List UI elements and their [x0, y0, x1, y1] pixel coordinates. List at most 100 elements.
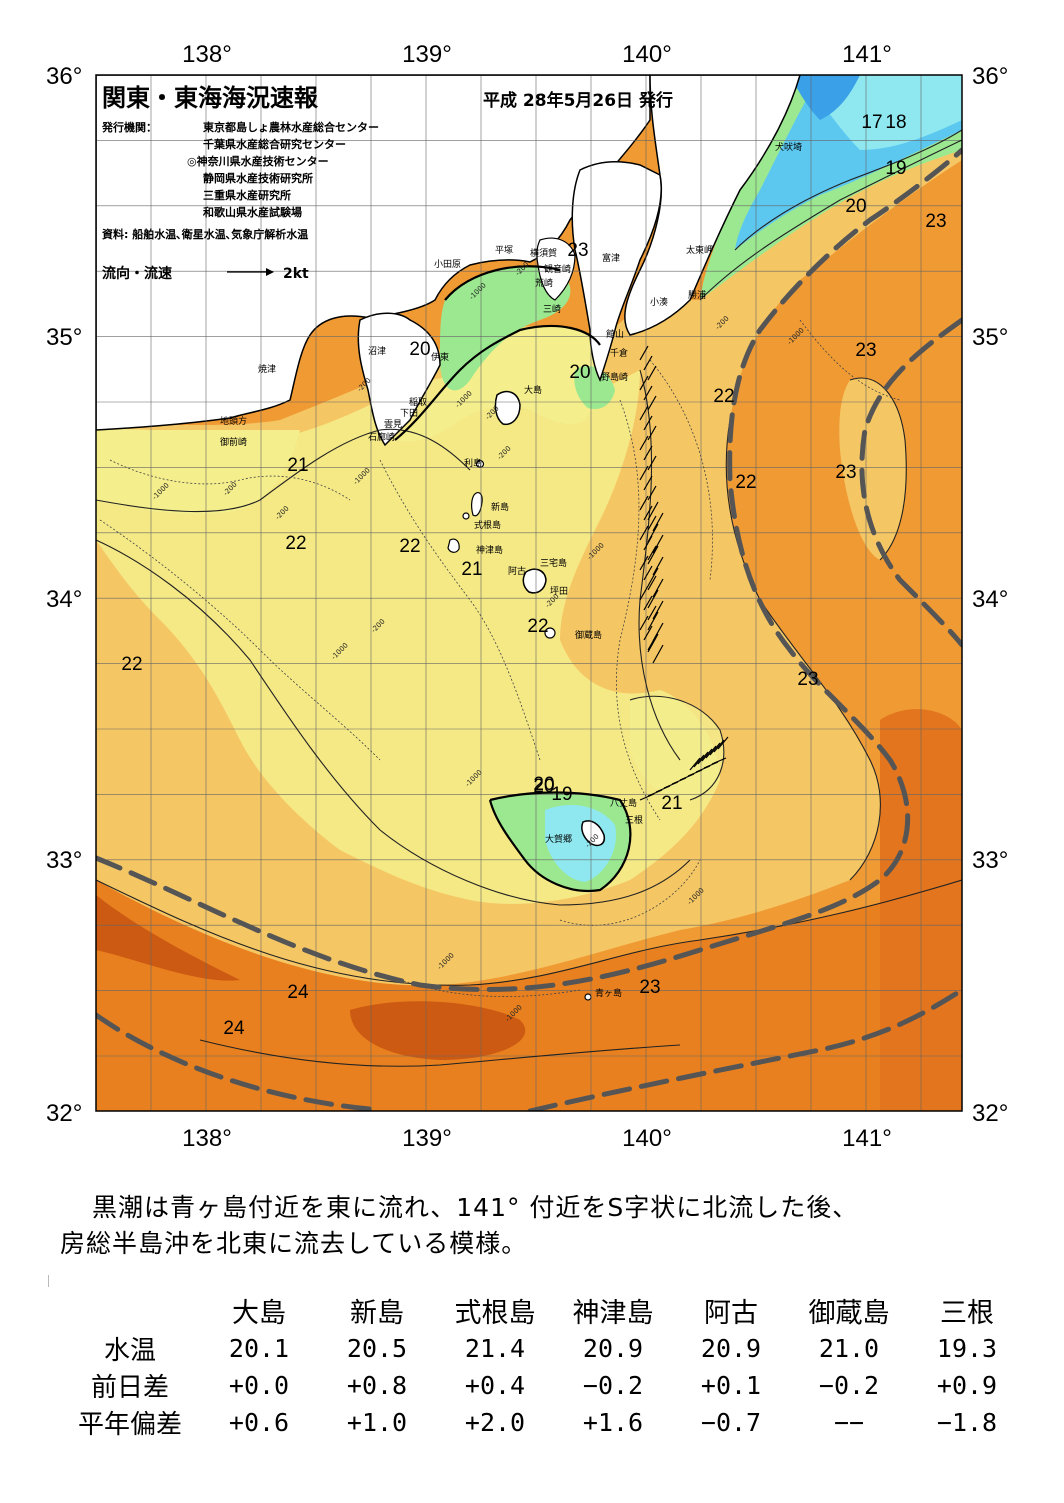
place-name: 雲見 — [384, 419, 402, 430]
place-name: 横須賀 — [530, 247, 557, 259]
isotherm-label: 21 — [461, 559, 482, 580]
current-vector — [647, 523, 659, 543]
isotherm-label: 22 — [285, 533, 306, 554]
lat-labels-right: 36° 35° 34° 33° 32° — [972, 63, 1008, 1127]
isotherm-label: 23 — [835, 462, 856, 483]
isotherm-label: 23 — [567, 240, 588, 261]
table-row: 水温 20.1 20.5 21.4 20.9 20.9 21.0 19.3 — [60, 1330, 1026, 1367]
place-name: 観音崎 — [544, 263, 571, 275]
current-vector — [643, 565, 653, 581]
isotherm-label: 22 — [527, 616, 548, 637]
row-label: 前日差 — [90, 1373, 169, 1403]
current-vector — [701, 748, 713, 762]
sea-21-west — [96, 430, 300, 515]
table-cell: 20.1 — [228, 1334, 290, 1363]
lon-label: 139° — [402, 41, 452, 68]
table-cell: −0.2 — [818, 1371, 880, 1400]
table-cell: +0.0 — [228, 1371, 290, 1400]
current-vector — [647, 365, 657, 381]
place-name: 下田 — [400, 408, 418, 419]
lat-label: 32° — [46, 1100, 82, 1127]
sea-21-east — [630, 696, 724, 800]
current-vector — [652, 512, 664, 532]
issue-date: 平成 28年5月26日 発行 — [483, 90, 673, 111]
place-name: 八丈島 — [610, 797, 637, 809]
isotherm-label: 17 — [861, 112, 882, 133]
current-vector — [652, 644, 664, 664]
place-name: 式根島 — [474, 519, 501, 531]
column-header: 阿古 — [704, 1297, 758, 1329]
table-row: 前日差 +0.0 +0.8 +0.4 −0.2 +0.1 −0.2 +0.9 — [60, 1367, 1026, 1404]
isotherm-label: 21 — [661, 793, 682, 814]
current-vector — [647, 589, 659, 609]
isotherm-label: 23 — [925, 211, 946, 232]
izu-peninsula — [357, 312, 441, 447]
isotherm-label: 20 — [845, 196, 866, 217]
place-name: 御前崎 — [220, 436, 247, 448]
data-source: 資料: 船舶水温､衛星水温､気象庁解析水温 — [102, 227, 308, 241]
current-vector — [647, 567, 659, 587]
place-name: 大賀郷 — [545, 833, 572, 845]
isotherm-label: 22 — [121, 654, 142, 675]
isotherm-label: 20 — [533, 776, 554, 797]
table-cell: +0.4 — [464, 1371, 526, 1400]
current-vector — [647, 485, 657, 501]
place-name: 新島 — [491, 501, 509, 513]
place-name: 石廊崎 — [368, 431, 395, 443]
place-name: 焼津 — [258, 364, 276, 375]
table-cell: −1.8 — [936, 1408, 998, 1437]
flow-legend-arrowhead — [266, 268, 274, 276]
table-cell: +2.0 — [464, 1408, 526, 1437]
current-vector — [647, 611, 659, 631]
current-vector — [643, 385, 653, 401]
current-vector — [639, 435, 649, 451]
column-header: 神津島 — [572, 1297, 654, 1329]
lat-label: 32° — [972, 1100, 1008, 1127]
publisher: 東京都島しょ農林水産総合センター — [203, 120, 379, 134]
kuroshio-axis — [96, 147, 962, 1111]
honshu-mainland — [96, 75, 651, 431]
place-name: 富津 — [602, 252, 620, 264]
current-vector — [652, 534, 664, 554]
isotherm-label: 21 — [287, 455, 308, 476]
isotherm-20-bold — [394, 265, 632, 893]
lat-label: 33° — [46, 847, 82, 874]
place-name: 太東岬 — [686, 244, 713, 256]
shikinejima-island — [462, 512, 470, 520]
table-cell: −0.2 — [582, 1371, 644, 1400]
isotherm-label: 18 — [885, 112, 906, 133]
isotherm-label: 22 — [735, 472, 756, 493]
island-temperature-table: 大島 新島 式根島 神津島 阿古 御蔵島 三根 水温 20.1 20.5 21.4 20… — [60, 1290, 1026, 1441]
isotherm-label: 20 — [409, 339, 430, 360]
niijima-island — [471, 492, 483, 517]
current-vector — [647, 545, 657, 561]
depth-contours — [99, 319, 901, 997]
table-header-row: 大島 新島 式根島 神津島 阿古 御蔵島 三根 — [60, 1290, 1026, 1330]
current-vector — [643, 625, 653, 641]
current-vector — [639, 525, 649, 541]
place-name: 阿古 — [508, 565, 526, 577]
current-vector — [711, 757, 727, 765]
current-vector — [647, 455, 657, 471]
publisher: 和歌山県水産試験場 — [203, 205, 302, 219]
lat-label: 36° — [972, 63, 1008, 90]
current-vector — [652, 556, 664, 576]
publisher: ◎神奈川県水産技術センター — [187, 154, 329, 168]
isotherm-label: 23 — [855, 340, 876, 361]
margin-mark — [48, 1275, 49, 1287]
current-vector — [697, 751, 709, 765]
publisher-label: 発行機関： — [101, 120, 157, 134]
isotherm-label: 23 — [797, 669, 818, 690]
place-name: 三宅島 — [540, 557, 567, 569]
summary-line-2: 房総半島沖を北東に流去している模様。 — [60, 1229, 528, 1258]
table-cell: −− — [833, 1408, 865, 1437]
kozushima-island — [447, 538, 460, 553]
place-name: 千倉 — [610, 347, 628, 359]
lon-label: 140° — [622, 41, 672, 68]
isotherm-label: 24 — [287, 982, 309, 1003]
place-name: 神津島 — [476, 544, 503, 556]
lon-labels-top: 138° 139° 140° 141° — [182, 41, 892, 68]
miyakejima-island — [522, 568, 547, 594]
current-vector — [643, 475, 653, 491]
